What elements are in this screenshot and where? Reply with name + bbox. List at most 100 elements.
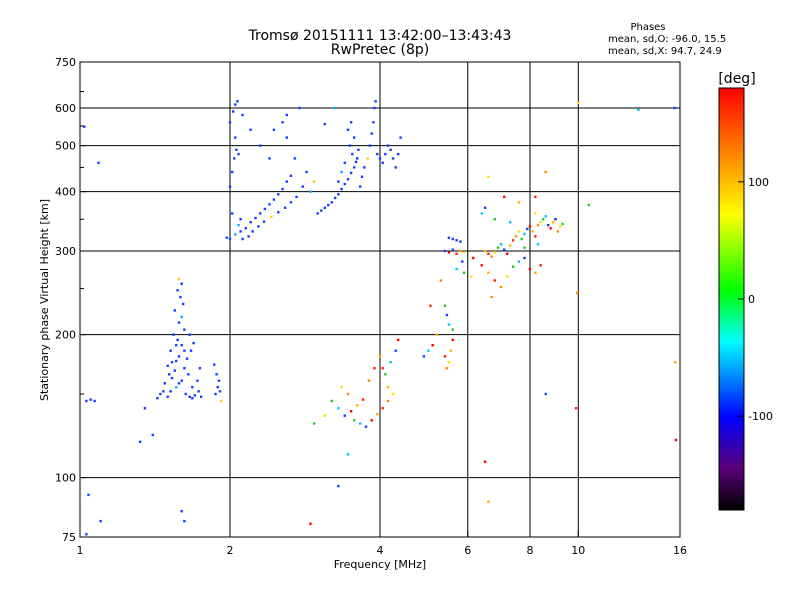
data-point: [399, 136, 402, 139]
data-point: [364, 425, 368, 428]
data-point: [214, 392, 217, 396]
colorbar: [deg] 100 0 -100: [718, 71, 773, 511]
data-point: [175, 344, 178, 347]
data-point: [551, 221, 555, 224]
data-point: [337, 180, 340, 183]
data-point: [386, 386, 390, 389]
data-point: [374, 100, 377, 103]
data-point: [378, 355, 382, 358]
data-point: [506, 275, 509, 278]
data-point: [422, 355, 426, 358]
data-point: [511, 265, 515, 268]
x-axis-label: Frequency [MHz]: [334, 558, 426, 571]
data-point: [534, 235, 537, 238]
data-point: [169, 390, 172, 393]
data-point: [637, 108, 640, 111]
data-point: [176, 289, 179, 292]
data-point: [509, 221, 512, 224]
y-tick-label: 100: [55, 472, 76, 485]
data-point: [241, 113, 244, 117]
data-point: [349, 410, 353, 413]
chart-title: Tromsø 20151111 13:42:00–13:43:43: [248, 28, 512, 44]
data-point: [544, 170, 547, 174]
y-tick-label: 75: [62, 531, 76, 544]
phase-info-x: mean, sd,X: 94.7, 24.9: [608, 46, 722, 57]
data-point: [561, 222, 564, 226]
data-point: [151, 433, 154, 437]
data-point: [283, 206, 287, 209]
data-point: [237, 224, 240, 227]
data-point: [285, 113, 288, 117]
data-point: [372, 121, 375, 124]
data-point: [143, 407, 147, 410]
data-point: [188, 395, 191, 398]
data-point: [455, 239, 458, 242]
data-point: [215, 373, 218, 376]
data-point: [138, 440, 142, 443]
data-point: [549, 227, 552, 230]
data-point: [177, 355, 181, 358]
x-tick-label: 6: [464, 544, 471, 557]
data-point: [493, 251, 496, 254]
data-point: [376, 413, 379, 416]
data-point: [298, 106, 301, 110]
data-point: [231, 170, 234, 174]
data-point: [262, 220, 266, 223]
data-point: [455, 252, 458, 255]
data-point: [166, 364, 169, 367]
data-point: [534, 195, 537, 199]
data-point: [159, 392, 162, 396]
data-point: [232, 110, 235, 113]
data-point: [97, 161, 100, 164]
data-point: [506, 252, 509, 255]
x-tick-label: 2: [227, 544, 234, 557]
data-point: [295, 195, 298, 199]
data-point: [503, 195, 506, 199]
data-point: [451, 328, 454, 331]
title-block: Tromsø 20151111 13:42:00–13:43:43 RwPret…: [248, 28, 512, 58]
data-point: [496, 246, 500, 249]
data-point: [493, 218, 496, 221]
data-point: [172, 333, 175, 336]
data-point: [384, 152, 387, 156]
data-point: [391, 157, 395, 160]
data-point: [517, 201, 521, 204]
colorbar-ticks: 100 0 -100: [738, 176, 773, 423]
data-point: [259, 212, 262, 215]
data-point: [239, 230, 242, 233]
data-point: [346, 128, 350, 131]
data-point: [181, 302, 185, 306]
data-point: [357, 148, 360, 151]
data-point: [289, 201, 293, 204]
data-point: [366, 157, 369, 160]
data-point: [233, 157, 236, 160]
data-point: [263, 207, 267, 211]
data-point: [359, 422, 362, 425]
data-point: [217, 379, 221, 382]
data-point: [156, 397, 159, 400]
data-point: [359, 185, 362, 188]
data-point: [198, 367, 202, 370]
data-point: [173, 369, 176, 372]
data-point: [179, 295, 182, 299]
data-point: [257, 225, 260, 228]
data-point: [289, 174, 293, 177]
data-point: [443, 249, 447, 253]
data-point: [216, 386, 219, 389]
data-point: [343, 161, 346, 164]
data-point: [439, 279, 443, 282]
colorbar-tick-label: 0: [748, 293, 755, 306]
data-point: [363, 166, 366, 169]
data-point: [587, 203, 590, 207]
data-point: [541, 218, 545, 221]
data-point: [228, 237, 232, 241]
data-point: [272, 198, 276, 201]
data-point: [517, 260, 521, 263]
data-point: [162, 390, 165, 393]
data-point: [323, 122, 326, 126]
data-point: [272, 128, 276, 131]
data-point: [218, 390, 222, 393]
data-point: [539, 221, 542, 224]
data-point: [327, 203, 330, 207]
data-point: [493, 279, 496, 282]
